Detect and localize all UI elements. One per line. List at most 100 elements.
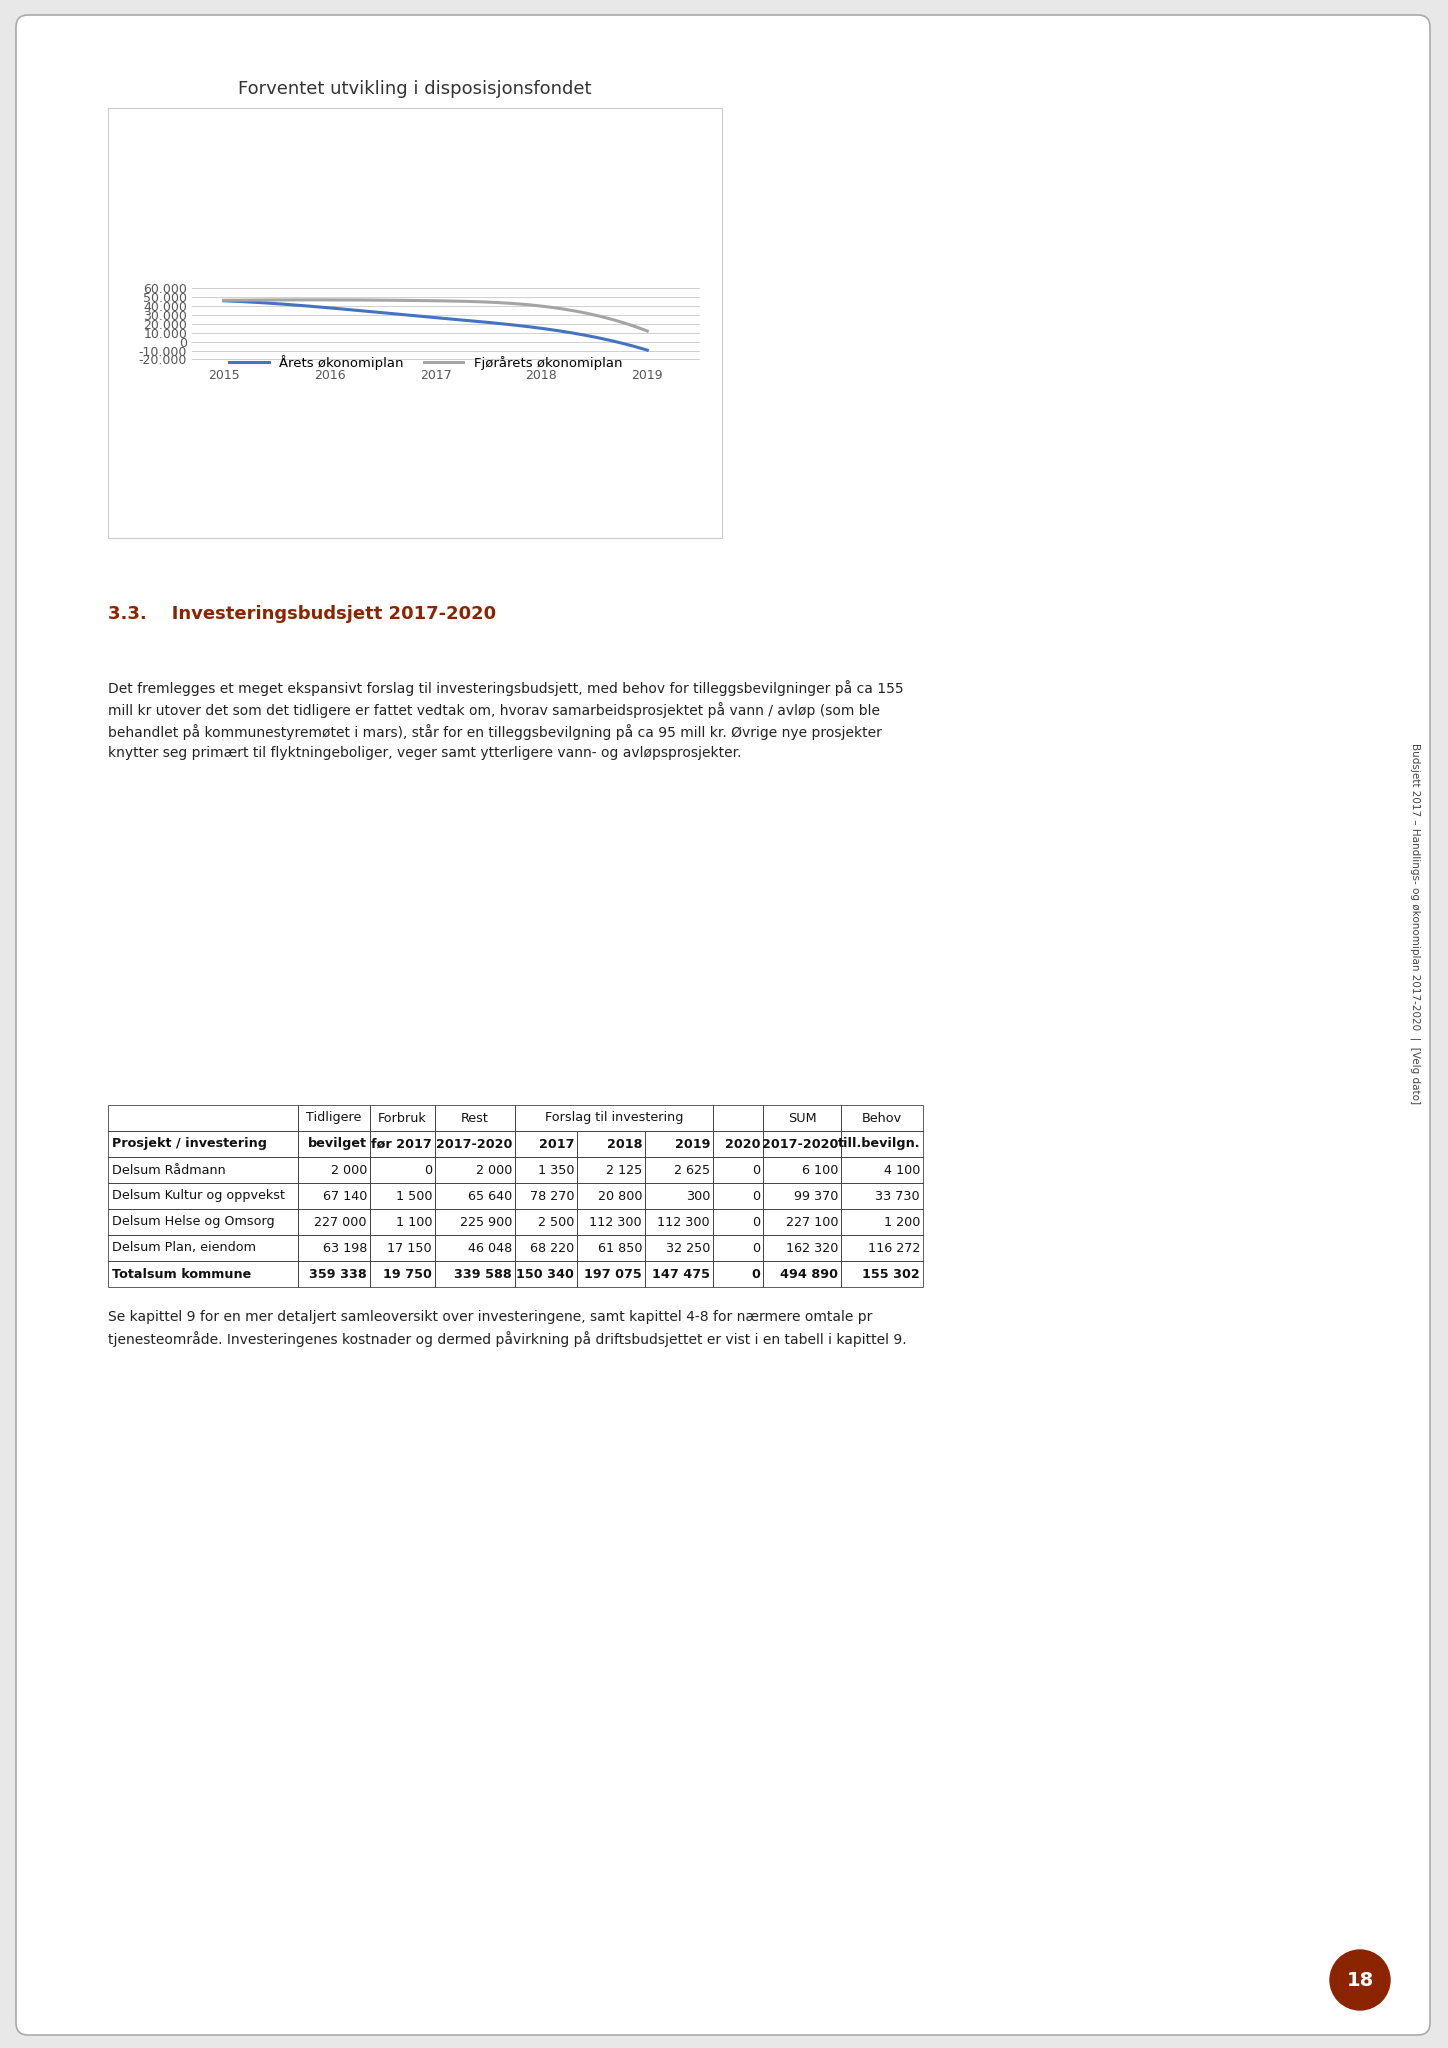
Text: Behov: Behov (862, 1112, 902, 1124)
Bar (515, 1130, 576, 1157)
Text: 1 350: 1 350 (537, 1163, 573, 1176)
Bar (763, 1157, 841, 1184)
Text: 2017-2020: 2017-2020 (762, 1137, 838, 1151)
Bar (371, 1235, 434, 1262)
Bar (644, 1262, 712, 1286)
Bar (109, 1184, 298, 1208)
Text: 6 100: 6 100 (802, 1163, 838, 1176)
Text: 0: 0 (752, 1190, 760, 1202)
Text: 2018: 2018 (607, 1137, 641, 1151)
Title: Forventet utvikling i disposisjonsfondet: Forventet utvikling i disposisjonsfondet (239, 80, 592, 98)
Bar (763, 1262, 841, 1286)
Bar (644, 1184, 712, 1208)
Bar (434, 1184, 515, 1208)
Text: Delsum Kultur og oppvekst: Delsum Kultur og oppvekst (111, 1190, 285, 1202)
Text: 150 340: 150 340 (515, 1268, 573, 1280)
Text: 33 730: 33 730 (876, 1190, 919, 1202)
Text: 67 140: 67 140 (323, 1190, 366, 1202)
Text: 78 270: 78 270 (530, 1190, 573, 1202)
Text: 227 100: 227 100 (785, 1217, 838, 1229)
Text: 1 100: 1 100 (395, 1217, 432, 1229)
Bar (434, 1130, 515, 1157)
Bar (576, 1262, 644, 1286)
Bar (109, 1106, 298, 1130)
Bar (712, 1130, 763, 1157)
Bar (763, 1130, 841, 1157)
Text: 63 198: 63 198 (323, 1241, 366, 1255)
Text: 2 000: 2 000 (475, 1163, 513, 1176)
Text: før 2017: før 2017 (371, 1137, 432, 1151)
Text: 197 075: 197 075 (584, 1268, 641, 1280)
Text: 359 338: 359 338 (310, 1268, 366, 1280)
Text: 65 640: 65 640 (468, 1190, 513, 1202)
Bar (298, 1262, 371, 1286)
Text: 46 048: 46 048 (468, 1241, 513, 1255)
Bar (712, 1235, 763, 1262)
Text: 112 300: 112 300 (589, 1217, 641, 1229)
Bar (712, 1262, 763, 1286)
Text: Rest: Rest (460, 1112, 489, 1124)
Bar (841, 1262, 922, 1286)
Bar (576, 1184, 644, 1208)
Text: Tidligere: Tidligere (307, 1112, 362, 1124)
Text: 32 250: 32 250 (666, 1241, 710, 1255)
Bar (434, 1262, 515, 1286)
Bar (763, 1235, 841, 1262)
Bar (763, 1106, 841, 1130)
Text: 0: 0 (424, 1163, 432, 1176)
Bar (763, 1208, 841, 1235)
Bar (371, 1184, 434, 1208)
Bar (576, 1157, 644, 1184)
Bar (298, 1235, 371, 1262)
Text: 2 500: 2 500 (537, 1217, 573, 1229)
Bar (712, 1184, 763, 1208)
Bar (434, 1208, 515, 1235)
Text: tjenesteområde. Investeringenes kostnader og dermed påvirkning på driftsbudsjett: tjenesteområde. Investeringenes kostnade… (109, 1331, 906, 1348)
Bar (298, 1157, 371, 1184)
Text: 4 100: 4 100 (883, 1163, 919, 1176)
Text: Totalsum kommune: Totalsum kommune (111, 1268, 252, 1280)
Bar (298, 1184, 371, 1208)
Text: 162 320: 162 320 (786, 1241, 838, 1255)
Text: Forslag til investering: Forslag til investering (544, 1112, 683, 1124)
Bar (434, 1235, 515, 1262)
Text: 300: 300 (685, 1190, 710, 1202)
Bar (109, 1262, 298, 1286)
Text: 147 475: 147 475 (652, 1268, 710, 1280)
Bar (109, 1157, 298, 1184)
Text: 19 750: 19 750 (384, 1268, 432, 1280)
Text: Delsum Helse og Omsorg: Delsum Helse og Omsorg (111, 1217, 275, 1229)
Text: 0: 0 (752, 1217, 760, 1229)
Bar (576, 1130, 644, 1157)
Bar (576, 1235, 644, 1262)
Text: 3.3.    Investeringsbudsjett 2017-2020: 3.3. Investeringsbudsjett 2017-2020 (109, 604, 497, 623)
Bar (371, 1106, 434, 1130)
Text: 17 150: 17 150 (388, 1241, 432, 1255)
Text: Forbruk: Forbruk (378, 1112, 427, 1124)
Bar (576, 1208, 644, 1235)
Text: bevilget: bevilget (308, 1137, 366, 1151)
Bar (841, 1106, 922, 1130)
Bar (841, 1184, 922, 1208)
Bar (515, 1235, 576, 1262)
Text: 2 625: 2 625 (673, 1163, 710, 1176)
Bar (371, 1262, 434, 1286)
Bar (109, 1235, 298, 1262)
Bar (644, 1235, 712, 1262)
Text: SUM: SUM (788, 1112, 817, 1124)
Text: 339 588: 339 588 (455, 1268, 513, 1280)
Text: 0: 0 (752, 1163, 760, 1176)
Bar (644, 1130, 712, 1157)
Text: 18: 18 (1347, 1970, 1374, 1989)
Text: till.bevilgn.: till.bevilgn. (837, 1137, 919, 1151)
Text: 227 000: 227 000 (314, 1217, 366, 1229)
Text: 0: 0 (752, 1268, 760, 1280)
Text: mill kr utover det som det tidligere er fattet vedtak om, hvorav samarbeidsprosj: mill kr utover det som det tidligere er … (109, 702, 880, 719)
Bar (712, 1208, 763, 1235)
Bar (644, 1157, 712, 1184)
Text: 20 800: 20 800 (598, 1190, 641, 1202)
Bar (712, 1106, 763, 1130)
Text: behandlet på kommunestyremøtet i mars), står for en tilleggsbevilgning på ca 95 : behandlet på kommunestyremøtet i mars), … (109, 725, 882, 739)
Bar (298, 1106, 371, 1130)
Bar (515, 1157, 576, 1184)
